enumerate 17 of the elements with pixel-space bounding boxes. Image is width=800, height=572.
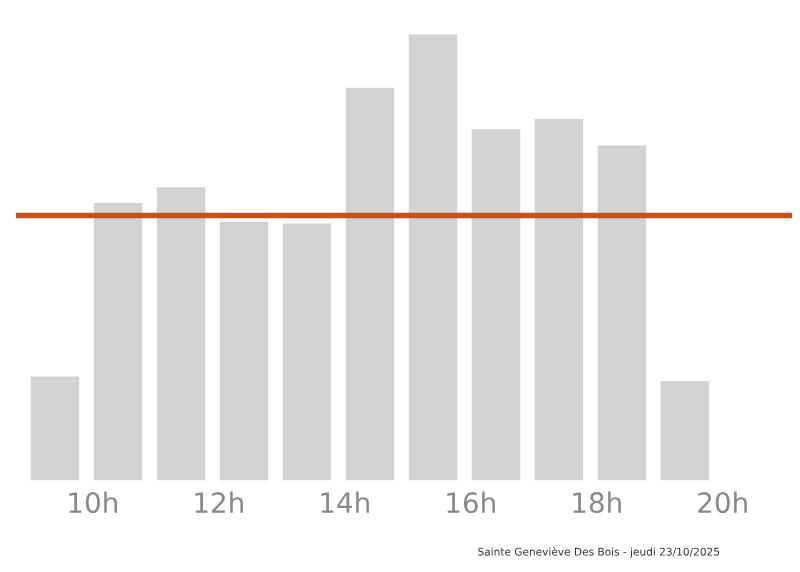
bar	[30, 376, 80, 481]
bar	[660, 380, 710, 481]
bar	[471, 129, 521, 481]
x-tick-label: 18h	[573, 491, 621, 514]
bar	[93, 202, 143, 481]
bar	[408, 34, 458, 481]
bar	[156, 187, 206, 481]
bar	[534, 119, 584, 481]
bar	[219, 221, 269, 481]
x-tick-label: 20h	[698, 491, 747, 514]
bar	[282, 223, 332, 481]
bar	[345, 87, 395, 481]
x-tick-label: 16h	[447, 491, 495, 514]
x-tick-label: 10h	[69, 491, 117, 514]
x-tick-label: 12h	[195, 491, 243, 513]
bar	[597, 145, 647, 481]
x-tick-label: 14h	[321, 491, 369, 513]
